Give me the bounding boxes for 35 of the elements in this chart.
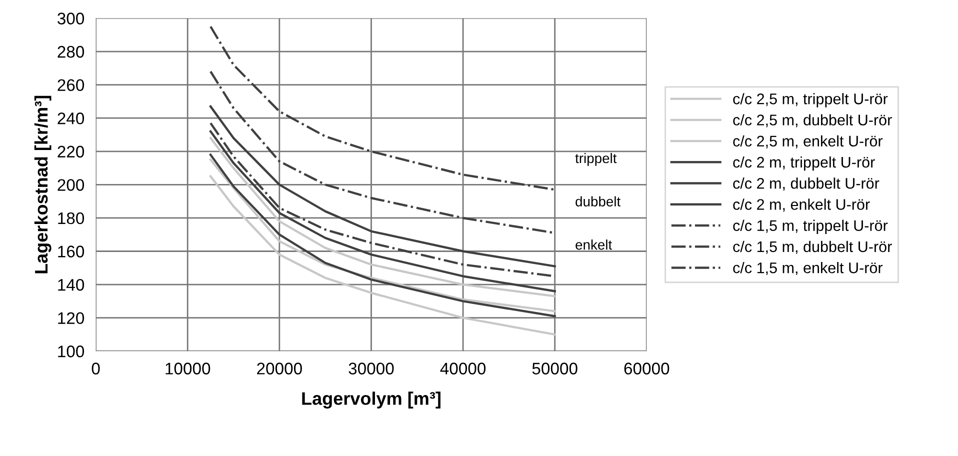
annotation: enkelt	[576, 240, 612, 250]
x-tick-label: 60000	[624, 362, 670, 374]
legend-label: c/c 2 m, trippelt U-rör	[733, 156, 875, 171]
legend-label: c/c 2,5 m, dubbelt U-rör	[733, 114, 892, 128]
annotation: trippelt	[575, 152, 617, 166]
y-tick-label: 200	[58, 179, 84, 191]
y-tick-label: 300	[58, 12, 84, 24]
line-series	[209, 25, 556, 191]
x-tick-label: 50000	[532, 362, 578, 374]
annotation: dubbelt	[576, 196, 621, 206]
y-tick-label: 260	[58, 79, 84, 92]
line-series	[209, 105, 556, 268]
y-tick-label: 140	[58, 278, 84, 291]
line-series	[209, 175, 556, 336]
legend-label: c/c 2,5 m, trippelt U-rör	[733, 93, 888, 108]
legend-label: c/c 2 m, enkelt U-rör	[733, 198, 870, 212]
y-tick-label: 280	[58, 46, 84, 58]
y-tick-label: 120	[58, 312, 84, 324]
x-tick-label: 10000	[166, 362, 210, 374]
y-tick-label: 160	[58, 246, 84, 258]
legend-label: c/c 1,5 m, enkelt U-rör	[733, 262, 883, 276]
x-tick-label: 30000	[348, 362, 394, 374]
y-axis-title: Lagerkostnad [kr/m³]	[34, 96, 52, 274]
legend-label: c/c 2,5 m, enkelt U-rör	[733, 135, 883, 148]
y-tick-label: 240	[58, 112, 84, 124]
y-tick-label: 100	[58, 346, 84, 358]
y-tick-label: 180	[58, 212, 84, 224]
x-axis-title: Lagervolym [m³]	[302, 392, 440, 409]
legend-label: c/c 1,5 m, trippelt U-rör	[733, 220, 888, 234]
x-tick-label: 0	[92, 362, 100, 374]
legend-label: c/c 2 m, dubbelt U-rör	[733, 178, 880, 191]
x-tick-label: 40000	[440, 362, 486, 374]
x-tick-label: 20000	[257, 362, 302, 374]
y-tick-label: 220	[58, 146, 84, 158]
legend-label: c/c 1,5 m, dubbelt U-rör	[733, 240, 892, 254]
